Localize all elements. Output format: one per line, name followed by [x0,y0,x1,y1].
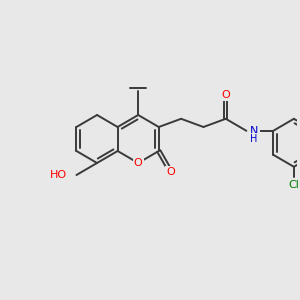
Text: O: O [134,158,142,168]
Text: HO: HO [50,170,67,180]
Text: O: O [221,90,230,100]
Text: H: H [250,134,258,144]
Text: N: N [250,126,259,136]
Text: Cl: Cl [288,180,299,190]
Text: O: O [166,167,175,177]
